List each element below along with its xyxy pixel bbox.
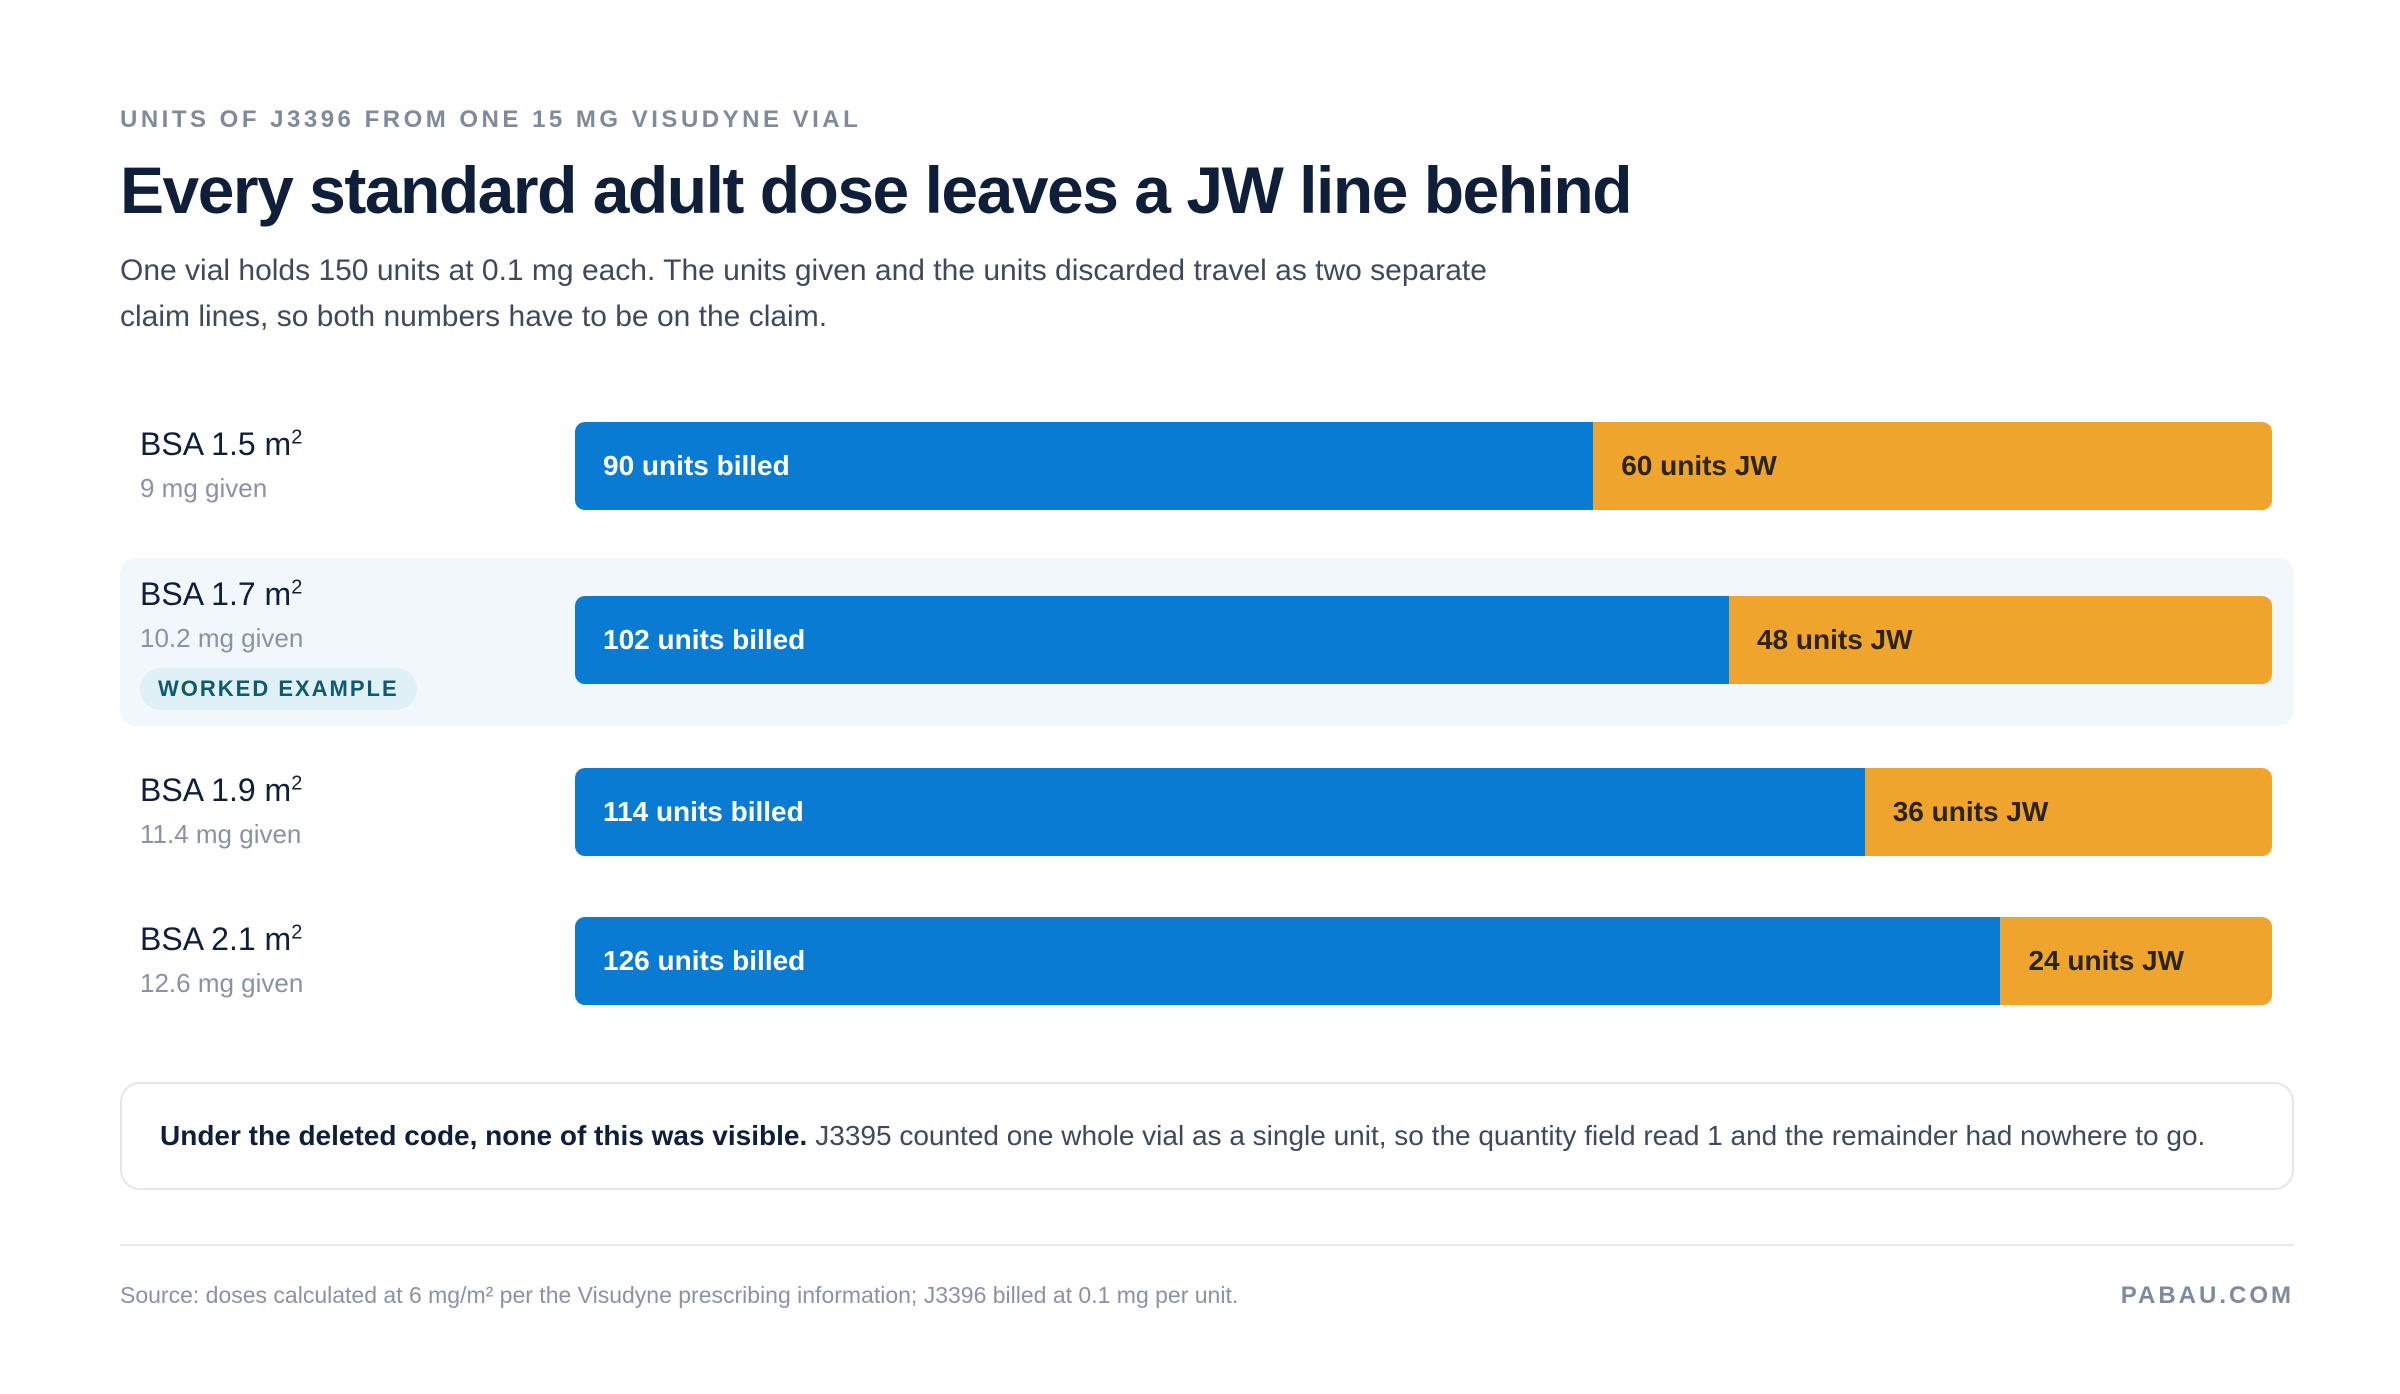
category-label: BSA 2.1 m2	[140, 921, 303, 957]
brand-mark: PABAU.COM	[2120, 1282, 2294, 1309]
segment-label: 126 units billed	[603, 945, 806, 976]
segment-label: 60 units JW	[1621, 450, 1777, 481]
chart-eyebrow: UNITS OF J3396 FROM ONE 15 MG VISUDYNE V…	[120, 106, 862, 133]
bar-segment-billed: 102 units billed	[575, 596, 1729, 684]
dose-sublabel: 11.4 mg given	[140, 819, 302, 849]
chart-title: Every standard adult dose leaves a JW li…	[120, 153, 1633, 227]
bar-row: BSA 1.9 m2 11.4 mg given 114 units billed 3…	[120, 766, 2294, 858]
segment-label: 114 units billed	[603, 796, 804, 827]
stacked-bar: 114 units billed 36 units JW	[575, 768, 2272, 856]
category-label: BSA 1.7 m2	[140, 576, 303, 612]
row-label: BSA 2.1 m2 12.6 mg given	[140, 921, 303, 999]
bar-segment-jw: 60 units JW	[1593, 422, 2272, 510]
bar-segment-jw: 24 units JW	[2000, 917, 2272, 1005]
bar-row: BSA 1.7 m2 10.2 mg given WORKED EXAMPLE 102…	[120, 558, 2294, 726]
worked-example-badge: WORKED EXAMPLE	[140, 668, 417, 710]
bar-segment-billed: 126 units billed	[575, 917, 2001, 1005]
note-bold: Under the deleted code, none of this was…	[160, 1120, 808, 1151]
bar-segment-billed: 114 units billed	[575, 768, 1865, 856]
segment-label: 24 units JW	[2028, 945, 2185, 976]
stacked-bar: 90 units billed 60 units JW	[575, 422, 2272, 510]
segment-label: 48 units JW	[1756, 624, 1913, 655]
category-label: BSA 1.9 m2	[140, 772, 303, 808]
row-label: BSA 1.5 m2 9 mg given	[140, 426, 302, 504]
bar-row: BSA 2.1 m2 12.6 mg given 126 units billed 2…	[120, 915, 2294, 1007]
dose-sublabel: 12.6 mg given	[140, 968, 304, 998]
source-note: Source: doses calculated at 6 mg/m² per …	[120, 1282, 1239, 1308]
row-label: BSA 1.7 m2 10.2 mg given WORKED EXAMPLE	[140, 576, 417, 710]
bar-segment-jw: 36 units JW	[1864, 768, 2272, 856]
footer-divider	[120, 1244, 2294, 1246]
segment-label: 36 units JW	[1892, 796, 2049, 827]
row-label: BSA 1.9 m2 11.4 mg given	[140, 772, 302, 850]
dose-sublabel: 9 mg given	[140, 473, 268, 503]
chart-subtitle: One vial holds 150 units at 0.1 mg each.…	[120, 254, 1487, 333]
bar-segment-billed: 90 units billed	[575, 422, 1594, 510]
segment-label: 90 units billed	[603, 450, 790, 481]
note-box: Under the deleted code, none of this was…	[120, 1082, 2294, 1190]
category-label: BSA 1.5 m2	[140, 426, 303, 462]
bar-segment-jw: 48 units JW	[1728, 596, 2272, 684]
stacked-bar: 102 units billed 48 units JW	[575, 596, 2272, 684]
note-text: J3395 counted one whole vial as a single…	[815, 1120, 2206, 1151]
segment-label: 102 units billed	[603, 624, 806, 655]
stacked-bar: 126 units billed 24 units JW	[575, 917, 2272, 1005]
bar-row: BSA 1.5 m2 9 mg given 90 units billed 60 un…	[120, 420, 2294, 512]
dose-sublabel: 10.2 mg given	[140, 623, 304, 653]
